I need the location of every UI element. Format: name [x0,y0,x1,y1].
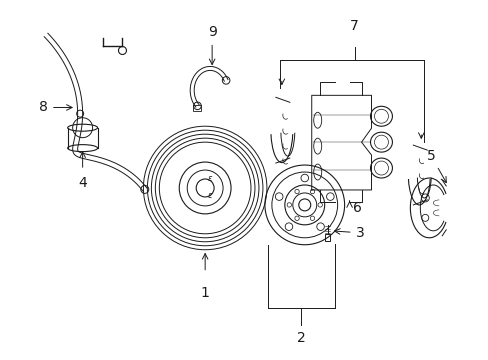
Text: 5: 5 [426,149,446,183]
Text: ε: ε [207,174,212,183]
Bar [193,105,201,111]
Text: 1: 1 [200,285,209,300]
Text: 8: 8 [39,100,72,114]
Text: ε: ε [207,192,212,201]
Text: 9: 9 [207,24,216,39]
Text: 4: 4 [78,176,87,190]
Bar [324,234,330,241]
Text: 3: 3 [334,226,364,240]
Text: 7: 7 [349,19,358,32]
Text: 6: 6 [352,201,361,215]
Text: 2: 2 [296,332,305,345]
